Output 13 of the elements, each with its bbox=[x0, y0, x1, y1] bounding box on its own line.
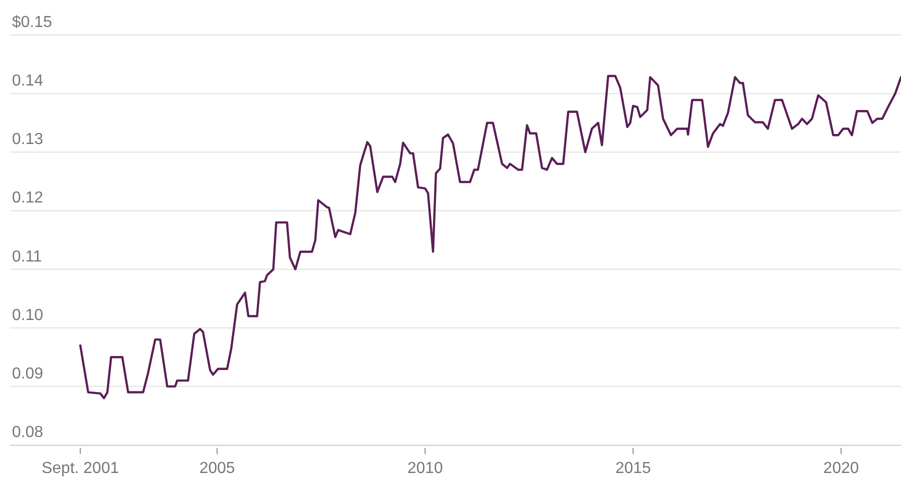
x-tick-label: Sept. 2001 bbox=[42, 460, 120, 477]
y-tick-label: 0.14 bbox=[12, 72, 44, 90]
y-tick-label: 0.08 bbox=[12, 424, 44, 441]
x-tick-label: 2015 bbox=[615, 460, 652, 477]
y-tick-label: 0.10 bbox=[12, 306, 44, 324]
x-tick-label: 2010 bbox=[407, 460, 444, 477]
y-tick-label: 0.13 bbox=[12, 131, 44, 148]
y-tick-label: $0.15 bbox=[12, 14, 52, 31]
y-tick-label: 0.12 bbox=[12, 190, 44, 207]
y-tick-label: 0.11 bbox=[12, 248, 42, 266]
x-tick-label: 2005 bbox=[199, 460, 236, 477]
y-tick-label: 0.09 bbox=[12, 365, 44, 382]
x-tick-label: 2020 bbox=[823, 460, 859, 477]
